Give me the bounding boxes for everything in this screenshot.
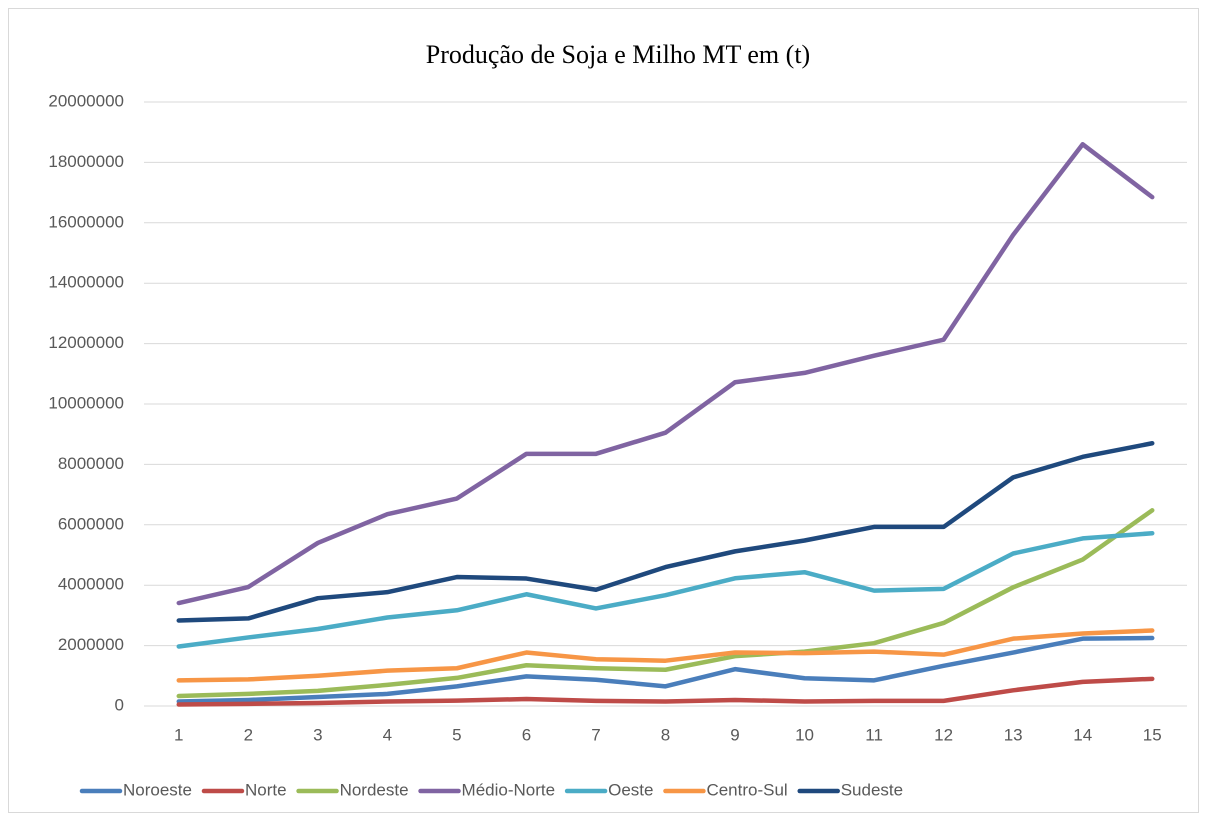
y-tick-label: 0 <box>115 695 124 714</box>
x-tick-label: 1 <box>174 725 183 744</box>
x-tick-label: 9 <box>730 725 739 744</box>
series-line <box>176 628 1155 683</box>
y-tick-label: 6000000 <box>58 514 124 533</box>
y-tick-label: 18000000 <box>48 152 124 171</box>
x-tick-label: 14 <box>1073 725 1092 744</box>
y-tick-label: 10000000 <box>48 393 124 412</box>
x-tick-label: 10 <box>795 725 814 744</box>
legend-label: Oeste <box>608 780 653 799</box>
series-line <box>176 635 1155 704</box>
legend-label: Sudeste <box>841 780 903 799</box>
series-line <box>176 676 1155 707</box>
y-tick-label: 4000000 <box>58 575 124 594</box>
y-tick-label: 14000000 <box>48 273 124 292</box>
x-tick-label: 7 <box>591 725 600 744</box>
y-tick-label: 8000000 <box>58 454 124 473</box>
x-tick-label: 12 <box>934 725 953 744</box>
x-tick-label: 15 <box>1143 725 1162 744</box>
y-tick-label: 12000000 <box>48 333 124 352</box>
y-tick-label: 16000000 <box>48 212 124 231</box>
x-tick-label: 6 <box>522 725 531 744</box>
legend-label: Nordeste <box>340 780 409 799</box>
x-tick-label: 2 <box>244 725 253 744</box>
y-tick-label: 2000000 <box>58 635 124 654</box>
x-tick-label: 13 <box>1004 725 1023 744</box>
x-tick-label: 11 <box>865 725 883 744</box>
x-tick-label: 4 <box>383 725 392 744</box>
legend-label: Médio-Norte <box>462 780 556 799</box>
x-tick-label: 3 <box>313 725 322 744</box>
x-tick-label: 5 <box>452 725 461 744</box>
y-tick-label: 20000000 <box>48 91 124 110</box>
series-line <box>176 508 1155 699</box>
series-line <box>176 142 1155 606</box>
series-line <box>176 441 1155 623</box>
legend-label: Centro-Sul <box>706 780 787 799</box>
chart-title: Produção de Soja e Milho MT em (t) <box>426 40 810 69</box>
series-line <box>176 531 1155 649</box>
legend-label: Noroeste <box>123 780 192 799</box>
legend-label: Norte <box>245 780 287 799</box>
chart-frame <box>8 8 1199 813</box>
x-tick-label: 8 <box>661 725 670 744</box>
